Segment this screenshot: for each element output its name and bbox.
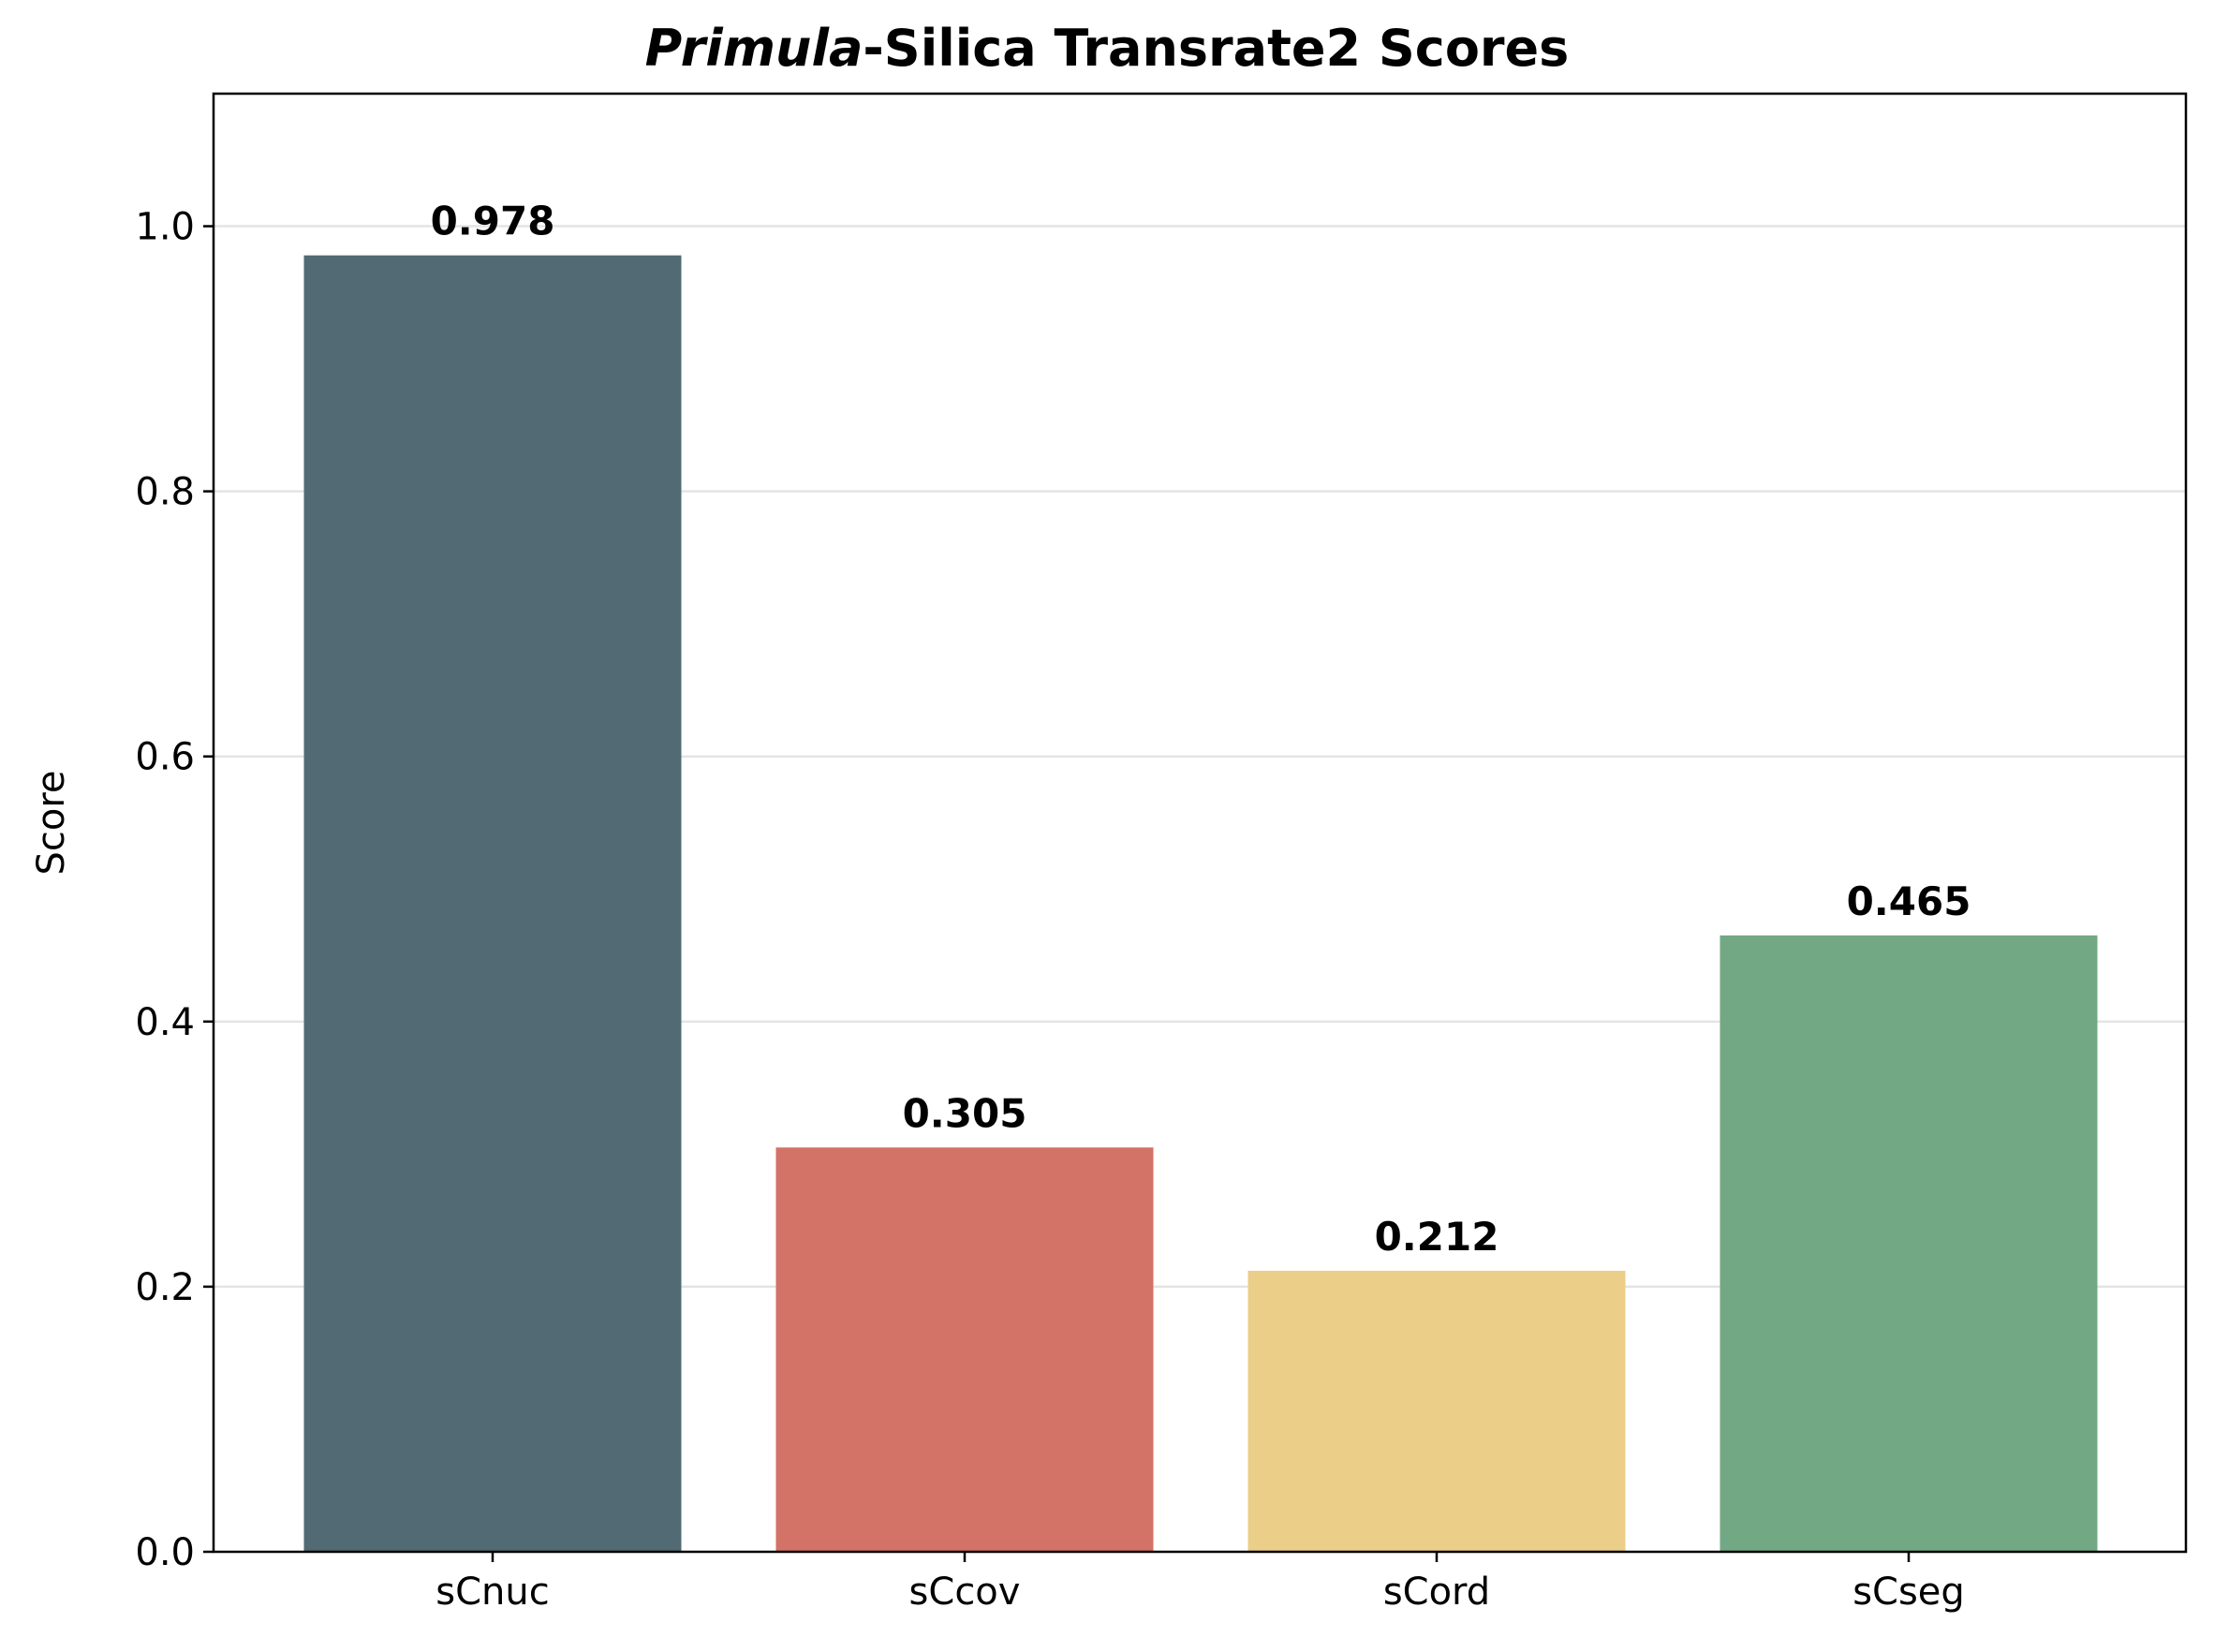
data-labels: 0.978 0.305 0.212 0.465	[431, 199, 1971, 1260]
plot-area-frame	[212, 92, 2188, 1554]
y-tick-label: 0.6	[135, 736, 195, 779]
data-label-sCcov: 0.305	[903, 1090, 1027, 1136]
data-label-sCnuc: 0.978	[431, 199, 555, 244]
data-label-sCseg: 0.465	[1847, 878, 1971, 924]
x-tick-label: sCnuc	[435, 1571, 549, 1614]
y-tick-label: 0.0	[135, 1531, 195, 1574]
y-axis-ticks: 0.0 0.2 0.4 0.6 0.8 1.0	[135, 206, 214, 1574]
x-tick-label: sCseg	[1852, 1571, 1965, 1614]
y-tick-label: 0.2	[135, 1266, 195, 1309]
bar-sCseg	[1720, 935, 2098, 1552]
bar-sCnuc	[303, 255, 682, 1553]
y-tick-label: 1.0	[135, 206, 195, 249]
chart-title-rest: -Silica Transrate2 Scores	[863, 19, 1569, 78]
x-tick-label: sCcov	[909, 1571, 1021, 1614]
y-tick-label: 0.8	[135, 471, 195, 514]
x-axis-ticks: sCnuc sCcov sCord sCseg	[435, 1552, 1965, 1614]
y-axis-label: Score	[30, 770, 73, 875]
chart-title: Primula-Silica Transrate2 Scores	[645, 19, 1570, 78]
data-label-sCord: 0.212	[1375, 1214, 1499, 1260]
chart-title-italic: Primula	[645, 19, 863, 78]
bars	[303, 255, 2098, 1553]
y-tick-label: 0.4	[135, 1001, 195, 1044]
x-tick-label: sCord	[1383, 1571, 1490, 1614]
bar-sCord	[1247, 1270, 1626, 1552]
bar-sCcov	[775, 1147, 1154, 1552]
